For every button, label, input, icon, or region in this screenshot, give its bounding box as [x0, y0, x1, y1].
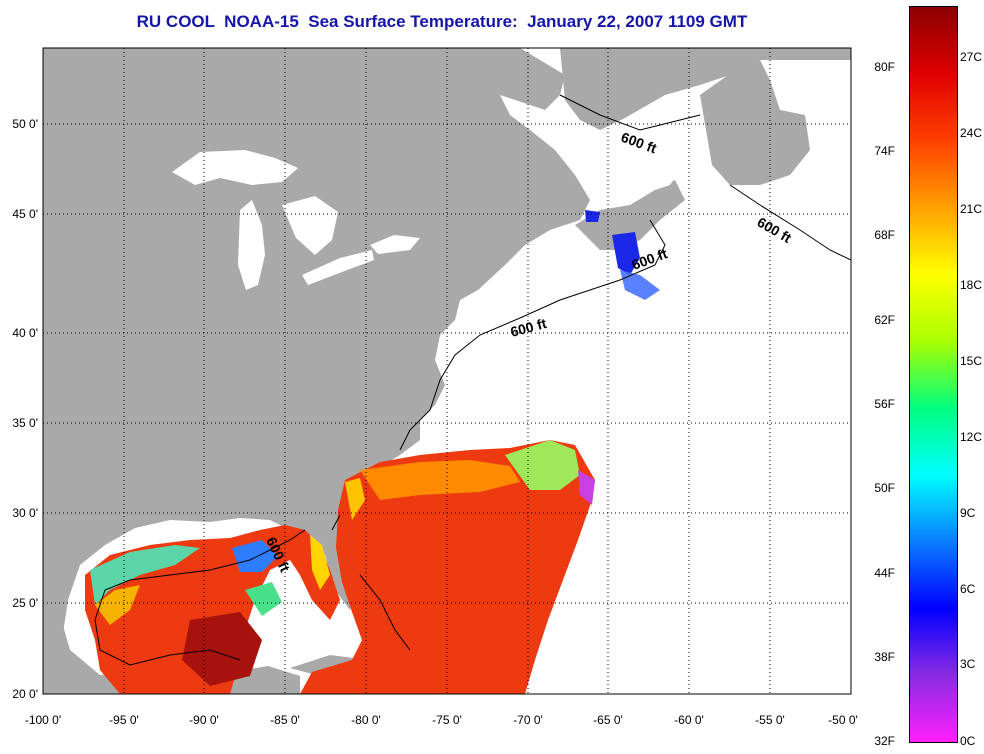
map-frame: [42, 47, 852, 695]
lon-tick: -80 0': [351, 713, 381, 727]
colorbar-c-label: 6C: [960, 582, 976, 596]
great-lake-michigan: [238, 200, 265, 290]
lat-tick: 30 0': [12, 506, 38, 520]
lon-tick: -70 0': [513, 713, 543, 727]
sst-atlantic-orange: [360, 460, 520, 500]
lon-tick: -65 0': [593, 713, 623, 727]
lat-tick-labels: 20 0' 25 0' 30 0' 35 0' 40 0' 45 0' 50 0…: [12, 117, 38, 701]
lon-tick: -90 0': [189, 713, 219, 727]
colorbar-f-label: 44F: [874, 566, 895, 580]
great-lake-ontario: [370, 235, 420, 254]
sst-florida-yellow: [310, 535, 330, 590]
map-title: RU COOL NOAA-15 Sea Surface Temperature:…: [136, 12, 748, 31]
newfoundland-land: [700, 60, 810, 185]
grid-lines: [43, 48, 851, 694]
colorbar-f-label: 62F: [874, 313, 895, 327]
sst-atlantic-green: [505, 440, 580, 490]
sst-atlantic-violet: [578, 470, 595, 505]
lon-tick: -60 0': [674, 713, 704, 727]
colorbar-c-label: 18C: [960, 278, 983, 292]
lat-tick: 20 0': [12, 687, 38, 701]
colorbar-f-label: 74F: [874, 144, 895, 158]
lon-tick: -95 0': [109, 713, 139, 727]
sst-nova-blue: [585, 210, 600, 222]
sst-gulf-green-patch: [245, 582, 282, 616]
lat-tick: 35 0': [12, 416, 38, 430]
sst-atlantic-yellow: [345, 478, 365, 520]
sst-gulf-maine-blue: [612, 232, 640, 275]
sst-atlantic-region: [300, 440, 595, 694]
colorbar-f-label: 80F: [874, 60, 895, 74]
colorbar-f-label: 50F: [874, 481, 895, 495]
colorbar-c-label: 15C: [960, 354, 983, 368]
shelf-contour-600ft: [94, 94, 851, 666]
sst-shelf-blue: [620, 270, 660, 300]
colorbar-f-label: 38F: [874, 650, 895, 664]
gulf-st-lawrence: [560, 115, 680, 200]
colorbar-c-label: 27C: [960, 50, 983, 64]
colorbar-f-label: 68F: [874, 228, 895, 242]
nova-scotia-land: [575, 180, 685, 250]
sst-gulf-dark-red: [182, 612, 262, 686]
sst-gulf-blue-patch: [232, 540, 278, 572]
lat-tick: 50 0': [12, 117, 38, 131]
color-scale-bar: [909, 6, 958, 743]
lon-tick: -55 0': [755, 713, 785, 727]
colorbar-c-label: 21C: [960, 202, 983, 216]
colorbar-c-label: 3C: [960, 657, 976, 671]
colorbar-c-label: 0C: [960, 734, 976, 748]
sst-gulf-yellow: [95, 585, 140, 625]
land-mass: [43, 48, 590, 694]
sst-map: 600 ft 600 ft 600 ft 600 ft 600 ft -100 …: [12, 47, 858, 727]
lon-tick: -75 0': [432, 713, 462, 727]
lat-tick: 45 0': [12, 207, 38, 221]
lon-tick: -85 0': [270, 713, 300, 727]
lon-tick: -50 0': [828, 713, 858, 727]
colorbar-f-label: 56F: [874, 397, 895, 411]
labrador-land: [560, 48, 851, 130]
colorbar-c-label: 24C: [960, 126, 983, 140]
colorbar-f-label: 32F: [874, 734, 895, 748]
lat-tick: 25 0': [12, 596, 38, 610]
lon-tick: -100 0': [25, 713, 61, 727]
great-lake-huron: [282, 196, 338, 255]
colorbar-c-label: 9C: [960, 506, 976, 520]
colorbar-c-label: 12C: [960, 430, 983, 444]
great-lake-erie: [302, 250, 374, 285]
lon-tick-labels: -100 0' -95 0' -90 0' -85 0' -80 0' -75 …: [25, 713, 858, 727]
mexico-land: [43, 600, 200, 694]
sst-gulf-cool-band: [90, 545, 200, 605]
lat-tick: 40 0': [12, 326, 38, 340]
